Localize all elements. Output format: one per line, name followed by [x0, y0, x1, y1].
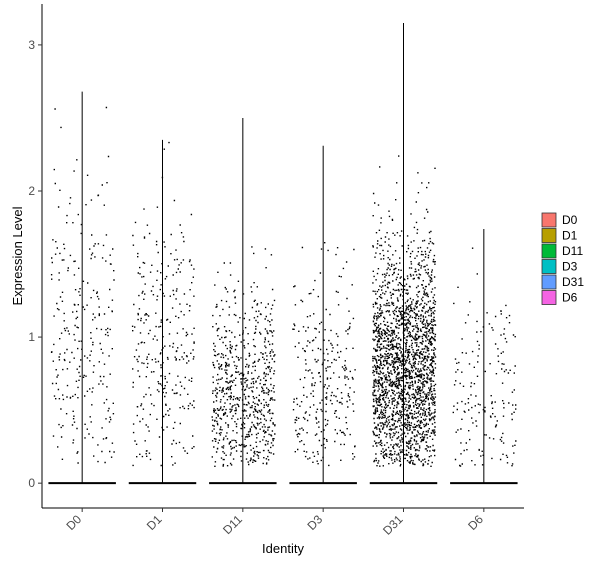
x-tick-label-d1: D1	[144, 512, 165, 533]
x-tick-label-d0: D0	[64, 512, 85, 533]
jitter-points-d11	[211, 246, 276, 467]
jitter-points-d1	[131, 141, 195, 467]
x-axis-title: Identity	[262, 541, 304, 556]
y-tick-label: 2	[28, 184, 35, 198]
y-ticks: 0 1 2 3	[28, 38, 42, 490]
violin-group-d3	[289, 145, 357, 485]
violin-group-d11	[209, 117, 277, 485]
legend-item-d6: D6	[541, 290, 578, 305]
y-tick-label: 0	[28, 476, 35, 490]
violin-group-d6	[450, 228, 518, 485]
legend-swatch	[541, 212, 557, 228]
legend-swatch	[541, 290, 557, 305]
legend-item-d11: D11	[541, 243, 583, 259]
jitter-points-d6	[452, 247, 517, 467]
y-tick-label: 1	[28, 330, 35, 344]
legend-label: D31	[562, 275, 584, 289]
x-tick-label-d3: D3	[305, 512, 326, 533]
legend-label: D0	[562, 213, 578, 227]
y-tick-label: 3	[28, 38, 35, 52]
jitter-points-d0	[50, 106, 115, 464]
x-tick-label-d6: D6	[465, 512, 486, 533]
plot-area	[48, 22, 518, 485]
legend-item-d1: D1	[541, 228, 578, 243]
violin-group-d0	[48, 91, 116, 485]
x-ticks: D0 D1 D11 D3 D31 D6	[64, 508, 486, 538]
legend-item-d31: D31	[541, 274, 584, 290]
x-tick-label-d11: D11	[220, 512, 245, 537]
legend-label: D6	[562, 291, 578, 305]
legend-swatch	[541, 243, 557, 259]
violin-group-d1	[128, 139, 197, 485]
x-tick-label-d31: D31	[380, 512, 406, 538]
y-axis-title: Expression Level	[10, 206, 25, 305]
legend-label: D11	[562, 244, 583, 258]
legend-swatch	[541, 228, 557, 243]
legend-item-d0: D0	[541, 212, 578, 228]
legend-label: D3	[562, 260, 578, 274]
violin-group-d31	[369, 22, 438, 485]
legend-label: D1	[562, 229, 578, 243]
jitter-points-d31	[372, 155, 437, 467]
legend-item-d3: D3	[541, 259, 578, 274]
legend-swatch	[541, 274, 557, 290]
jitter-points-d3	[292, 242, 356, 467]
legend-swatch	[541, 259, 557, 274]
